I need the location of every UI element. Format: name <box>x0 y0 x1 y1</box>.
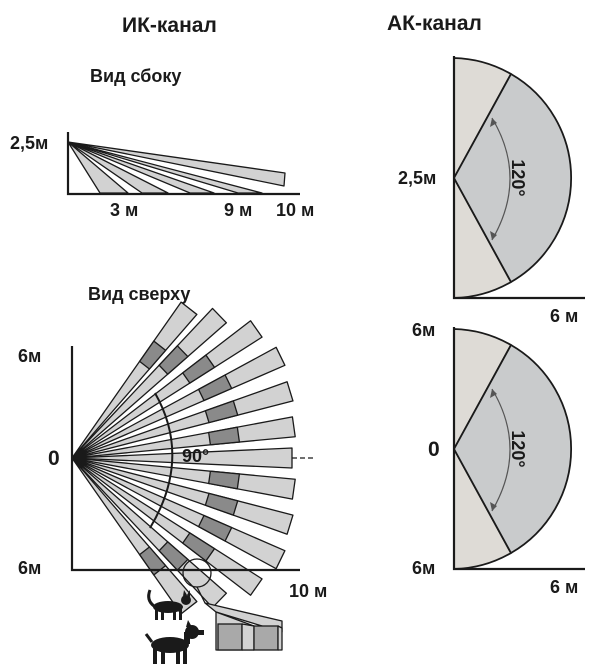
ir-top-view: 90° 6м 0 6м 10 м <box>18 301 327 615</box>
fan-beam-dense-section <box>204 492 239 517</box>
top-view-title: Вид сверху <box>88 284 190 304</box>
fan-beam-dense-section <box>181 532 216 562</box>
fan-beam <box>71 307 228 459</box>
fan-beam <box>71 457 286 570</box>
top-origin-label: 0 <box>48 447 60 470</box>
zoomed-beams <box>204 602 283 651</box>
mw-top-angle-label: 120° <box>508 430 528 467</box>
fan-beam-dense-section <box>158 344 189 376</box>
side-distance-10m: 10 м <box>276 200 314 220</box>
side-distance-3m: 3 м <box>110 200 138 220</box>
fan-beam-dense-section <box>138 546 167 576</box>
top-x-label: 10 м <box>289 581 327 601</box>
mw-top-angle-arc <box>491 388 511 512</box>
fan-beam <box>71 457 263 596</box>
mw-top-axes <box>452 327 585 571</box>
fan-beam-dense-section <box>207 426 241 446</box>
arc-arrow-down-icon <box>490 502 497 511</box>
arc-arrow-down-icon <box>490 231 497 240</box>
fan-beam <box>71 320 263 459</box>
mw-side-axes <box>452 56 585 300</box>
mw-top-view: 120° 6м 0 6м 6 м <box>412 320 585 597</box>
fan-beam <box>71 416 296 459</box>
fan-beam <box>71 346 286 459</box>
mw-top-y-bottom-label: 6м <box>412 558 435 578</box>
side-view-title: Вид сбоку <box>90 66 181 86</box>
cat-icon <box>147 589 191 620</box>
top-y-bottom-label: 6м <box>18 558 41 578</box>
fan-beam <box>71 457 294 535</box>
mw-side-angle-label: 120° <box>508 159 528 196</box>
top-angle-label: 90° <box>182 446 209 466</box>
ir-channel-title: ИК-канал <box>122 14 217 37</box>
zoom-beam-side-2 <box>277 625 283 651</box>
top-view-beam-fan <box>71 301 296 615</box>
fan-beam-dense-section <box>197 514 233 542</box>
arc-arrow-up-icon <box>490 389 497 398</box>
fan-beam <box>71 457 296 500</box>
side-view-axes <box>66 132 300 196</box>
mw-top-zone-main <box>452 343 573 555</box>
zoom-beam-side-1 <box>241 623 255 651</box>
dog-icon <box>144 620 204 664</box>
mw-side-x-label: 6 м <box>550 306 578 326</box>
zoom-beam-block-2 <box>253 625 279 651</box>
fan-beam <box>71 381 294 459</box>
mw-side-zone-main <box>452 72 573 284</box>
side-beam-10m <box>67 141 286 187</box>
side-height-label: 2,5м <box>10 133 48 153</box>
magnifier-pointer <box>196 586 206 604</box>
mw-top-y-top-label: 6м <box>412 320 435 340</box>
zoom-beam-block-1 <box>217 623 243 651</box>
fan-beam-dense-section <box>204 399 239 424</box>
fan-beam-dense-section <box>181 354 216 384</box>
fan-beam <box>71 457 198 615</box>
pet-immunity-inset <box>144 558 283 664</box>
mw-channel-title: АК-канал <box>387 12 482 35</box>
ir-side-view: 2,5м 3 м 9 м 10 м <box>10 132 314 220</box>
mw-side-height-label: 2,5м <box>398 168 436 188</box>
side-view-beams <box>67 141 286 194</box>
angle-arc-90 <box>149 392 174 529</box>
side-distance-9m: 9 м <box>224 200 252 220</box>
fan-beam-dense-section <box>207 470 241 490</box>
mw-top-x-label: 6 м <box>550 577 578 597</box>
fan-beam-dense-section <box>138 340 167 370</box>
fan-beam <box>71 301 198 459</box>
top-view-axes <box>70 346 300 572</box>
fan-beam-dense-section <box>197 374 233 402</box>
arc-arrow-up-icon <box>490 118 497 127</box>
mw-side-view: 120° 2,5м 6 м <box>398 56 585 326</box>
mw-top-origin-label: 0 <box>428 438 440 461</box>
top-y-top-label: 6м <box>18 346 41 366</box>
mw-side-angle-arc <box>491 117 511 241</box>
